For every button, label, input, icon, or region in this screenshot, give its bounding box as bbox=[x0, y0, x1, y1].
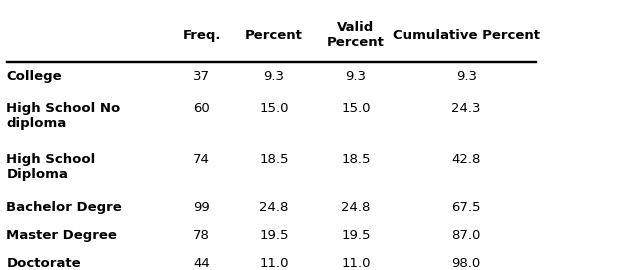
Text: Cumulative Percent: Cumulative Percent bbox=[392, 29, 540, 42]
Text: 78: 78 bbox=[193, 229, 210, 242]
Text: 98.0: 98.0 bbox=[452, 257, 481, 270]
Text: 9.3: 9.3 bbox=[345, 70, 367, 83]
Text: 67.5: 67.5 bbox=[452, 201, 481, 214]
Text: 24.3: 24.3 bbox=[452, 102, 481, 115]
Text: 44: 44 bbox=[193, 257, 210, 270]
Text: Percent: Percent bbox=[245, 29, 303, 42]
Text: 74: 74 bbox=[193, 153, 210, 166]
Text: 18.5: 18.5 bbox=[341, 153, 370, 166]
Text: 87.0: 87.0 bbox=[452, 229, 481, 242]
Text: 60: 60 bbox=[193, 102, 210, 115]
Text: 9.3: 9.3 bbox=[263, 70, 285, 83]
Text: Valid
Percent: Valid Percent bbox=[327, 21, 385, 49]
Text: 19.5: 19.5 bbox=[341, 229, 370, 242]
Text: 15.0: 15.0 bbox=[260, 102, 289, 115]
Text: 24.8: 24.8 bbox=[341, 201, 370, 214]
Text: 42.8: 42.8 bbox=[452, 153, 481, 166]
Text: Bachelor Degre: Bachelor Degre bbox=[6, 201, 122, 214]
Text: College: College bbox=[6, 70, 62, 83]
Text: 37: 37 bbox=[193, 70, 210, 83]
Text: 15.0: 15.0 bbox=[341, 102, 370, 115]
Text: High School No
diploma: High School No diploma bbox=[6, 102, 120, 130]
Text: Master Degree: Master Degree bbox=[6, 229, 117, 242]
Text: 11.0: 11.0 bbox=[260, 257, 289, 270]
Text: 9.3: 9.3 bbox=[455, 70, 477, 83]
Text: 18.5: 18.5 bbox=[260, 153, 289, 166]
Text: 11.0: 11.0 bbox=[341, 257, 370, 270]
Text: 99: 99 bbox=[193, 201, 210, 214]
Text: 19.5: 19.5 bbox=[260, 229, 289, 242]
Text: Doctorate: Doctorate bbox=[6, 257, 81, 270]
Text: 24.8: 24.8 bbox=[260, 201, 289, 214]
Text: Freq.: Freq. bbox=[182, 29, 221, 42]
Text: High School
Diploma: High School Diploma bbox=[6, 153, 96, 181]
